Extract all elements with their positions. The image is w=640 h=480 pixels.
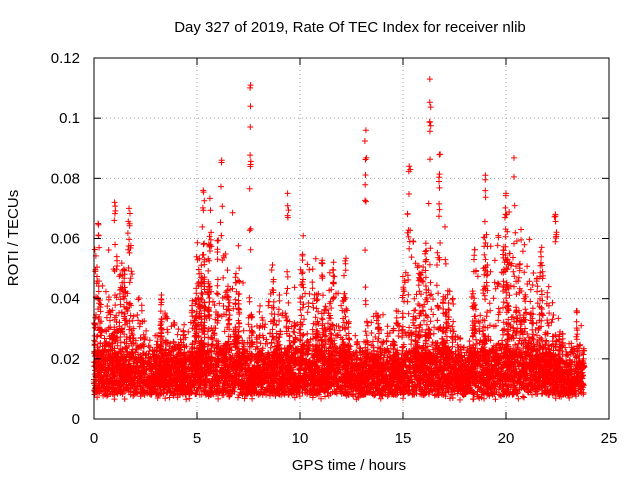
x-tick-label: 5 [193, 430, 201, 447]
y-tick-label: 0 [72, 411, 80, 428]
roti-markers [91, 76, 588, 403]
axis-ticks: 0 5 10 15 20 25 0 0.02 0.04 0.06 0.08 0.1 0.12 [51, 50, 618, 447]
data-points [91, 76, 588, 403]
y-tick-label: 0.02 [51, 351, 80, 368]
y-tick-label: 0.04 [51, 291, 80, 308]
chart-title: Day 327 of 2019, Rate Of TEC Index for r… [174, 19, 526, 36]
x-tick-label: 10 [292, 430, 309, 447]
x-tick-label: 0 [90, 430, 98, 447]
x-tick-label: 20 [498, 430, 515, 447]
y-tick-label: 0.06 [51, 231, 80, 248]
y-tick-label: 0.12 [51, 50, 80, 67]
y-tick-label: 0.08 [51, 170, 80, 187]
x-tick-label: 25 [601, 430, 618, 447]
x-axis-label: GPS time / hours [292, 457, 406, 474]
y-tick-label: 0.1 [59, 110, 80, 127]
y-axis-label: ROTI / TECUs [5, 190, 22, 286]
x-tick-label: 15 [395, 430, 412, 447]
